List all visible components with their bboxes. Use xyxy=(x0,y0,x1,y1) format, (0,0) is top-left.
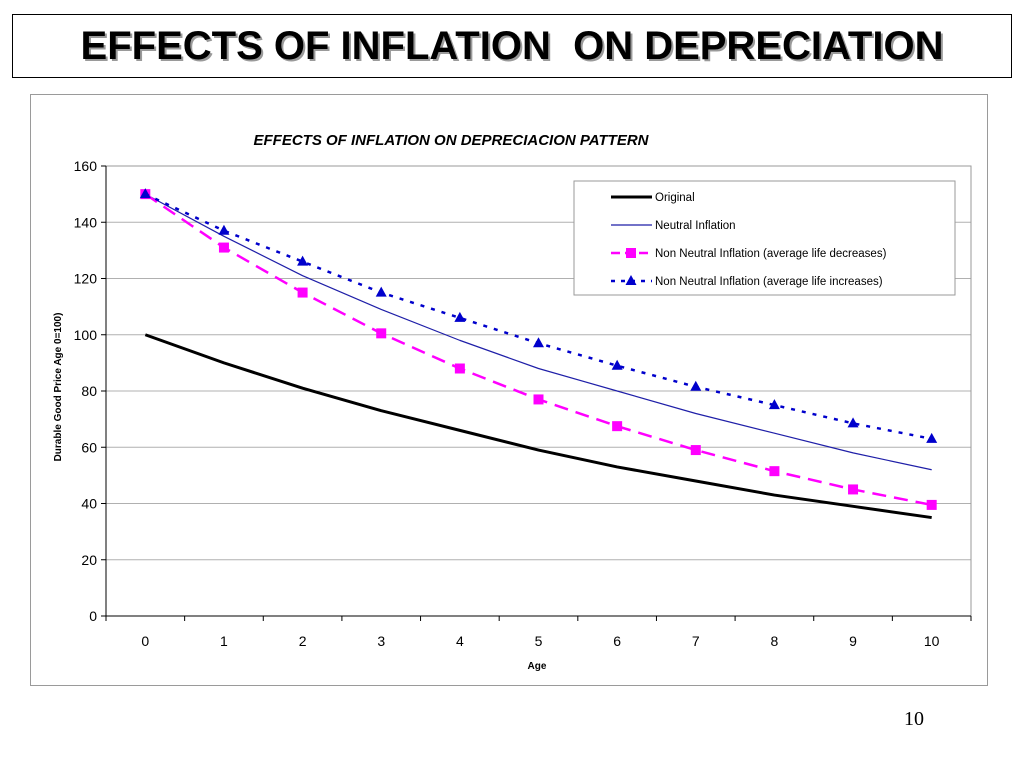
data-point-non-neutral-decreases xyxy=(848,484,859,495)
y-tick-label: 120 xyxy=(74,271,98,287)
data-point-non-neutral-decreases xyxy=(612,421,623,432)
x-tick-label: 7 xyxy=(692,633,700,649)
data-point-non-neutral-decreases xyxy=(533,394,544,405)
data-point-non-neutral-decreases xyxy=(218,242,229,253)
chart-frame: EFFECTS OF INFLATION ON DEPRECIACION PAT… xyxy=(30,94,988,686)
series-line-original xyxy=(144,333,932,520)
y-tick-label: 40 xyxy=(81,496,97,512)
x-tick-label: 10 xyxy=(924,633,940,649)
x-tick-label: 0 xyxy=(141,633,149,649)
x-tick-label: 8 xyxy=(771,633,779,649)
y-tick-label: 80 xyxy=(81,383,97,399)
grid-layer xyxy=(106,165,971,561)
legend-label-non-neutral-decreases: Non Neutral Inflation (average life decr… xyxy=(655,248,887,260)
data-point-non-neutral-increases xyxy=(926,432,938,443)
data-point-non-neutral-decreases xyxy=(769,466,780,477)
data-point-non-neutral-decreases xyxy=(297,287,308,298)
y-tick-label: 20 xyxy=(81,552,97,568)
data-point-non-neutral-increases xyxy=(533,337,544,348)
data-point-non-neutral-increases xyxy=(454,311,466,322)
y-tick-label: 100 xyxy=(74,327,98,343)
data-point-non-neutral-increases xyxy=(611,359,623,370)
series-neutral-inflation xyxy=(145,193,932,471)
y-axis-label: Durable Good Price Age 0=100) xyxy=(53,313,64,462)
legend-box xyxy=(573,180,956,296)
x-tick-label: 6 xyxy=(613,633,621,649)
x-tick-label: 5 xyxy=(535,633,543,649)
x-tick-label: 2 xyxy=(299,633,307,649)
legend-marker-non-neutral-decreases xyxy=(626,248,636,258)
legend: Original Neutral Inflation Non Neutral Inf… xyxy=(573,180,956,296)
data-point-non-neutral-increases xyxy=(690,380,702,391)
legend-label-non-neutral-increases: Non Neutral Inflation (average life incr… xyxy=(655,276,883,288)
y-tick-label: 160 xyxy=(74,158,98,174)
y-tick-label: 140 xyxy=(74,214,98,230)
series-layer xyxy=(139,188,938,520)
x-tick-label: 9 xyxy=(849,633,857,649)
x-axis-label: Age xyxy=(528,661,547,672)
series-line-neutral-inflation xyxy=(145,193,932,471)
chart-title: EFFECTS OF INFLATION ON DEPRECIACION PAT… xyxy=(254,132,650,149)
data-point-non-neutral-decreases xyxy=(376,328,387,339)
line-chart: EFFECTS OF INFLATION ON DEPRECIACION PAT… xyxy=(53,132,972,672)
data-point-non-neutral-decreases xyxy=(690,445,701,456)
data-point-non-neutral-increases xyxy=(218,224,230,235)
data-point-non-neutral-increases xyxy=(297,255,309,266)
series-original xyxy=(144,333,932,520)
y-tick-label: 60 xyxy=(81,439,97,455)
series-non-neutral-increases xyxy=(139,188,938,443)
axes-layer: 0 20 40 60 80 100 120 140 160 0 1 2 3 4 5 6 7 8 9 10 xyxy=(74,158,972,649)
data-point-non-neutral-increases xyxy=(375,286,387,297)
x-tick-label: 1 xyxy=(220,633,228,649)
slide-title: EFFECTS OF INFLATION ON DEPRECIATION xyxy=(80,23,944,68)
legend-label-original: Original xyxy=(655,192,695,204)
x-tick-label: 3 xyxy=(377,633,385,649)
legend-label-neutral-inflation: Neutral Inflation xyxy=(655,220,736,232)
data-point-non-neutral-decreases xyxy=(926,499,937,510)
data-point-non-neutral-increases xyxy=(139,188,151,199)
data-point-non-neutral-decreases xyxy=(454,363,465,374)
legend-marker-non-neutral-increases xyxy=(625,275,637,285)
slide-title-box: EFFECTS OF INFLATION ON DEPRECIATION xyxy=(12,14,1012,78)
page-number: 10 xyxy=(904,708,924,730)
data-point-non-neutral-increases xyxy=(768,399,780,410)
y-tick-label: 0 xyxy=(89,608,97,624)
x-tick-label: 4 xyxy=(456,633,464,649)
data-point-non-neutral-increases xyxy=(847,417,859,428)
